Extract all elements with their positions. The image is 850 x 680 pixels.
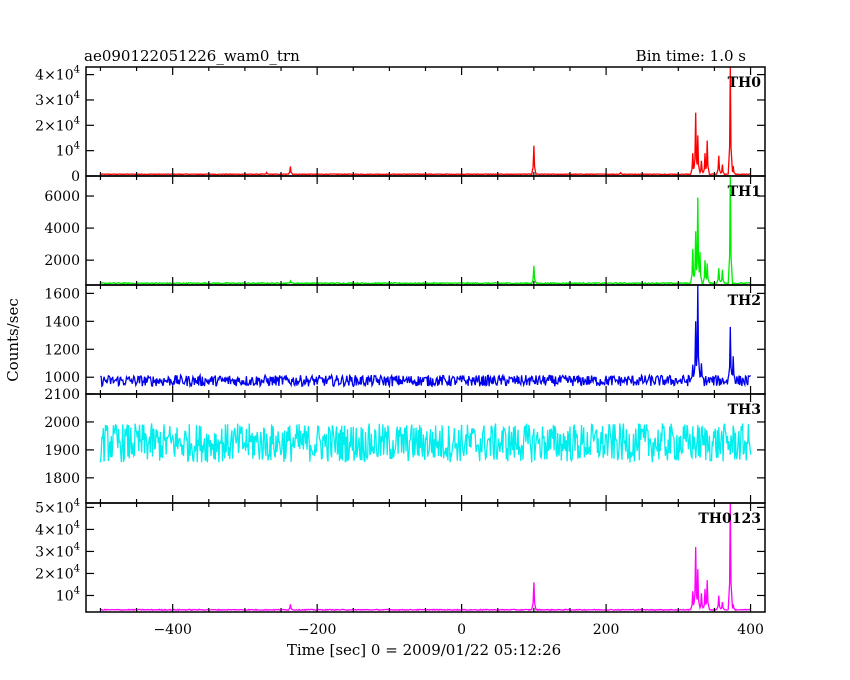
y-tick-label: 1000 [44, 370, 80, 386]
y-tick-label: 4000 [44, 221, 80, 237]
panel-th2: 1000 1200 1400 1600 TH2 [44, 284, 766, 395]
x-axis: −400 −200 0 200 400 [153, 622, 763, 638]
y-tick-label: 6000 [44, 189, 80, 205]
y-tick-label: 5×104 [35, 497, 80, 516]
series-line-th0 [100, 67, 751, 176]
y-tick-label: 4×104 [35, 519, 80, 538]
panel-frame [85, 66, 766, 177]
y-tick-label: 1800 [44, 471, 80, 487]
y-tick-label: 2000 [44, 253, 80, 269]
chart-title-left: ae090122051226_wam0_trn [84, 47, 300, 65]
panel-name-label: TH0123 [698, 511, 761, 527]
y-tick-label: 104 [56, 585, 80, 604]
panel-frame [85, 502, 766, 613]
panel-name-label: TH3 [728, 402, 761, 418]
y-tick-label: 4×104 [35, 65, 80, 84]
series-line-th3 [99, 423, 752, 463]
series-line-th1 [100, 176, 751, 285]
panel-th0: 0 104 2×104 3×104 4×104 TH0 [35, 65, 766, 185]
x-tick-label: −400 [153, 622, 191, 638]
x-tick-label: 400 [737, 622, 764, 638]
panel-name-label: TH0 [728, 75, 762, 91]
y-tick-label: 3×104 [35, 541, 80, 560]
panel-frame [85, 175, 766, 286]
y-tick-label: 2000 [44, 415, 80, 431]
panel-th1: 2000 4000 6000 TH1 [44, 175, 766, 286]
y-tick-label: 104 [56, 141, 80, 160]
panel-th0123: 104 2×104 3×104 4×104 5×104 TH0123 [35, 497, 766, 613]
panel-name-label: TH2 [728, 293, 761, 309]
series-line-th2 [99, 285, 752, 389]
panel-stack: 0 104 2×104 3×104 4×104 TH0 2000 4000 6000 TH1 100… [35, 65, 766, 613]
y-tick-label: 1900 [44, 443, 80, 459]
y-tick-label: 1200 [44, 342, 80, 358]
x-axis-label: Time [sec] 0 = 2009/01/22 05:12:26 [287, 641, 561, 659]
x-tick-label: 0 [457, 622, 466, 638]
series-line-th0123 [100, 503, 751, 612]
y-tick-label: 2100 [44, 387, 80, 403]
chart-title-right: Bin time: 1.0 s [636, 47, 746, 65]
y-axis-label: Counts/sec [4, 298, 22, 382]
y-tick-label: 2×104 [35, 563, 80, 582]
y-tick-label: 0 [71, 169, 80, 185]
panel-th3: 1800 1900 2000 2100 TH3 [44, 387, 766, 504]
x-tick-label: −200 [298, 622, 336, 638]
panel-name-label: TH1 [728, 184, 761, 200]
y-tick-label: 1600 [44, 286, 80, 302]
y-tick-label: 2×104 [35, 115, 80, 134]
y-tick-label: 3×104 [35, 90, 80, 109]
x-tick-label: 200 [593, 622, 620, 638]
y-tick-label: 1400 [44, 314, 80, 330]
